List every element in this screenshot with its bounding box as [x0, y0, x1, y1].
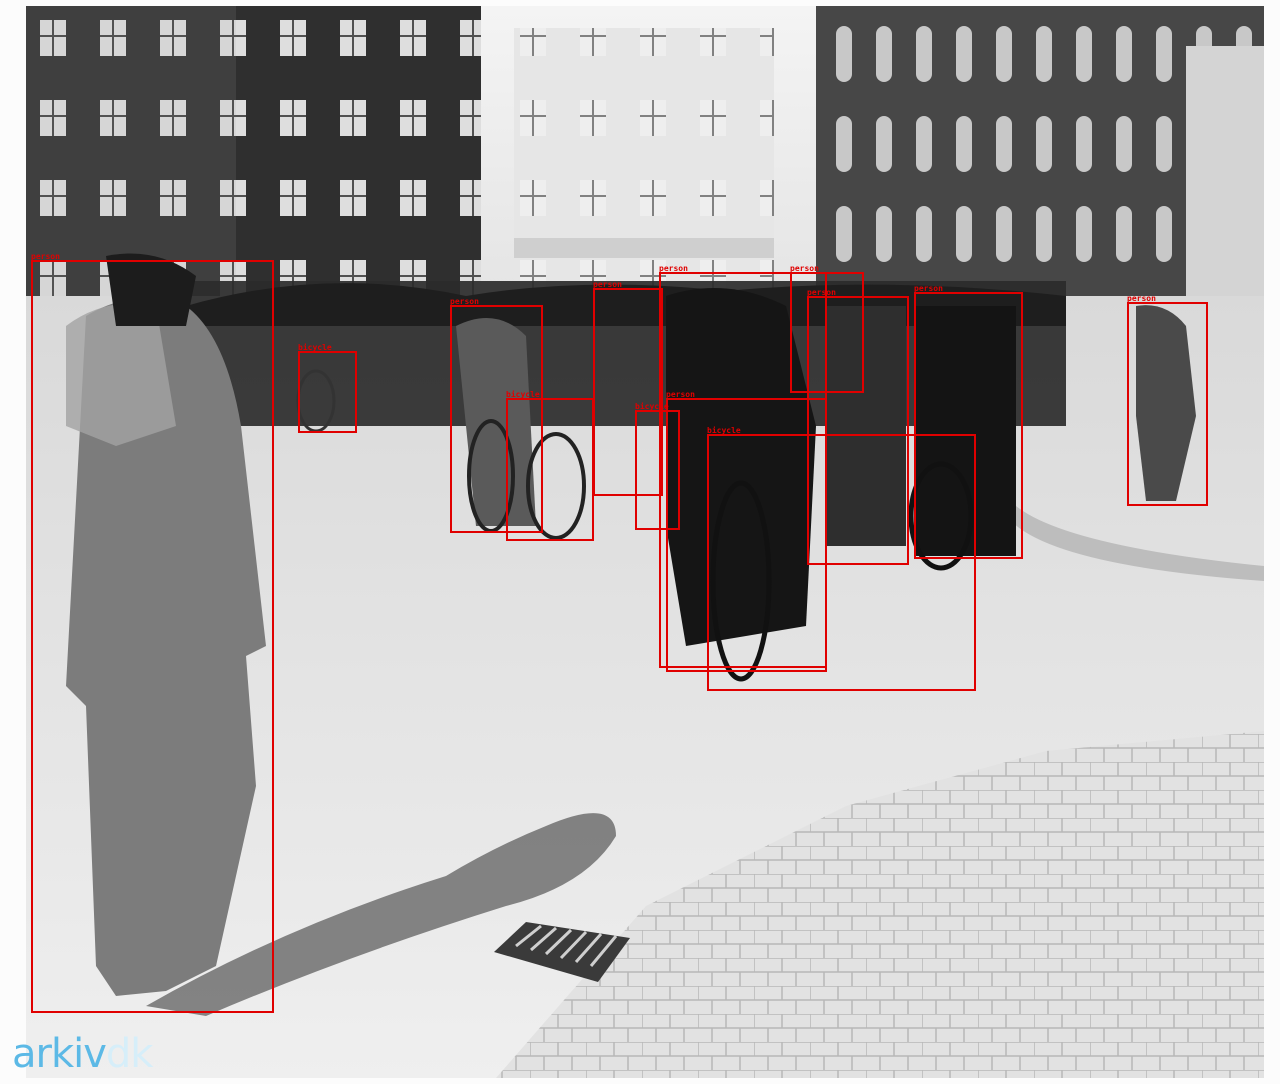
watermark-suffix: dk: [105, 1031, 154, 1077]
drain-grate: [494, 922, 630, 982]
cobblestone-pavement: [496, 731, 1264, 1078]
watermark-brand: arkiv: [12, 1031, 107, 1077]
photo-scene: [26, 6, 1264, 1078]
shadow: [146, 813, 616, 1016]
street-photograph: [26, 6, 1264, 1078]
arkiv-dk-watermark: arkivdk: [12, 1030, 154, 1078]
cyclist-group: [666, 288, 816, 646]
foreground-man: [66, 298, 266, 996]
